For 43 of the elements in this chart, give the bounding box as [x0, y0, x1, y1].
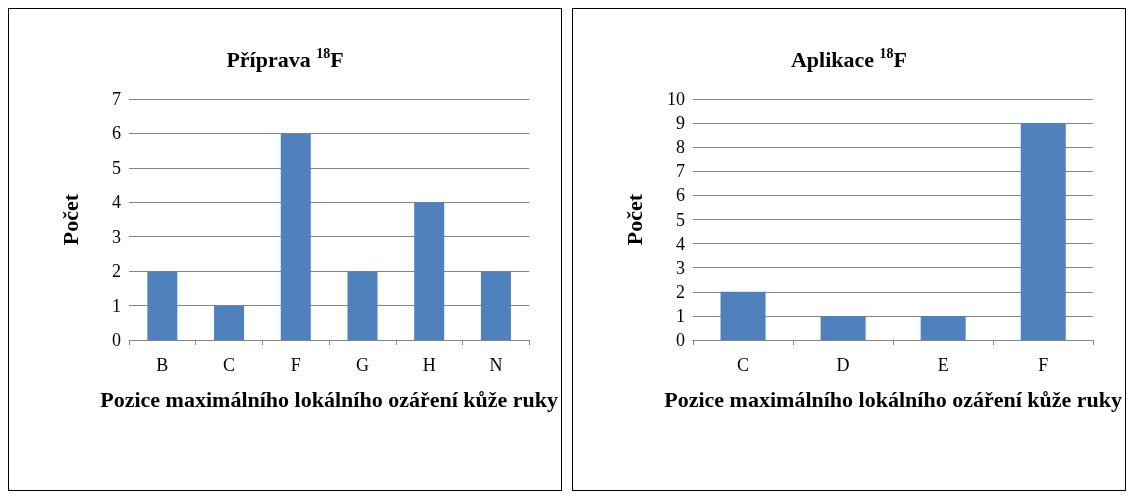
y-axis-title: Počet	[621, 193, 647, 246]
x-tick-label: F	[1038, 355, 1049, 375]
y-tick-label: 7	[676, 161, 685, 182]
bar	[920, 315, 966, 340]
y-tick-label: 10	[667, 89, 685, 109]
x-tick-label: C	[737, 355, 750, 375]
y-tick-label: 2	[676, 281, 685, 302]
x-tick-label: F	[290, 355, 301, 375]
bar	[347, 271, 378, 340]
y-tick-label: 6	[676, 185, 685, 206]
x-tick-label: B	[156, 355, 169, 375]
y-tick-label: 1	[112, 295, 121, 316]
bar	[147, 271, 178, 340]
y-tick-label: 8	[676, 137, 685, 158]
x-tick-label: C	[223, 355, 236, 375]
y-tick-label: 1	[676, 305, 685, 326]
y-tick-label: 3	[676, 257, 685, 278]
bar	[480, 271, 511, 340]
bar	[720, 291, 766, 340]
x-tick-label: N	[489, 355, 503, 375]
x-tick-label: H	[422, 355, 436, 375]
x-tick-label: D	[836, 355, 850, 375]
x-tick-label: G	[355, 355, 369, 375]
y-tick-label: 5	[676, 209, 685, 230]
y-tick-label: 7	[112, 89, 121, 109]
y-tick-label: 6	[112, 123, 121, 144]
bar	[1020, 123, 1066, 340]
bar	[820, 315, 866, 340]
y-tick-label: 0	[112, 330, 121, 350]
y-tick-label: 9	[676, 113, 685, 134]
y-tick-label: 4	[676, 233, 685, 254]
x-tick-label: E	[937, 355, 949, 375]
y-tick-label: 4	[112, 192, 121, 213]
x-axis-title: Pozice maximálního lokálního ozáření kůže ruky	[664, 386, 1122, 412]
bar	[280, 133, 311, 340]
bar	[414, 202, 445, 340]
y-tick-label: 5	[112, 157, 121, 178]
y-tick-label: 3	[112, 226, 121, 247]
y-axis-title: Počet	[57, 193, 83, 246]
bar	[214, 305, 245, 340]
x-axis-title: Pozice maximálního lokálního ozáření kůže ruky	[100, 386, 558, 412]
y-tick-label: 2	[112, 261, 121, 282]
y-tick-label: 0	[676, 330, 685, 350]
